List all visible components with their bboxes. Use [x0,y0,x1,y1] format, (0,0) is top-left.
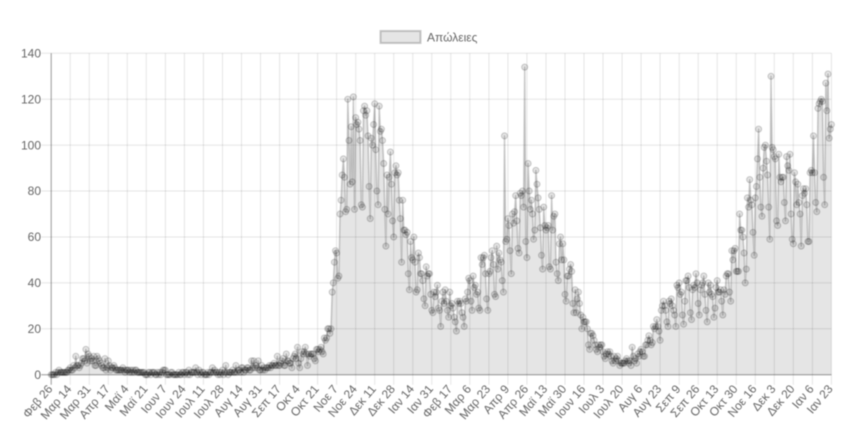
svg-text:20: 20 [28,322,42,336]
svg-text:120: 120 [21,92,41,106]
svg-text:140: 140 [21,47,41,61]
svg-text:60: 60 [28,230,42,244]
svg-text:0: 0 [34,368,41,382]
svg-text:80: 80 [28,184,42,198]
svg-text:40: 40 [28,276,42,290]
svg-text:100: 100 [21,138,41,152]
svg-text:Απώλειες: Απώλειες [427,31,478,45]
